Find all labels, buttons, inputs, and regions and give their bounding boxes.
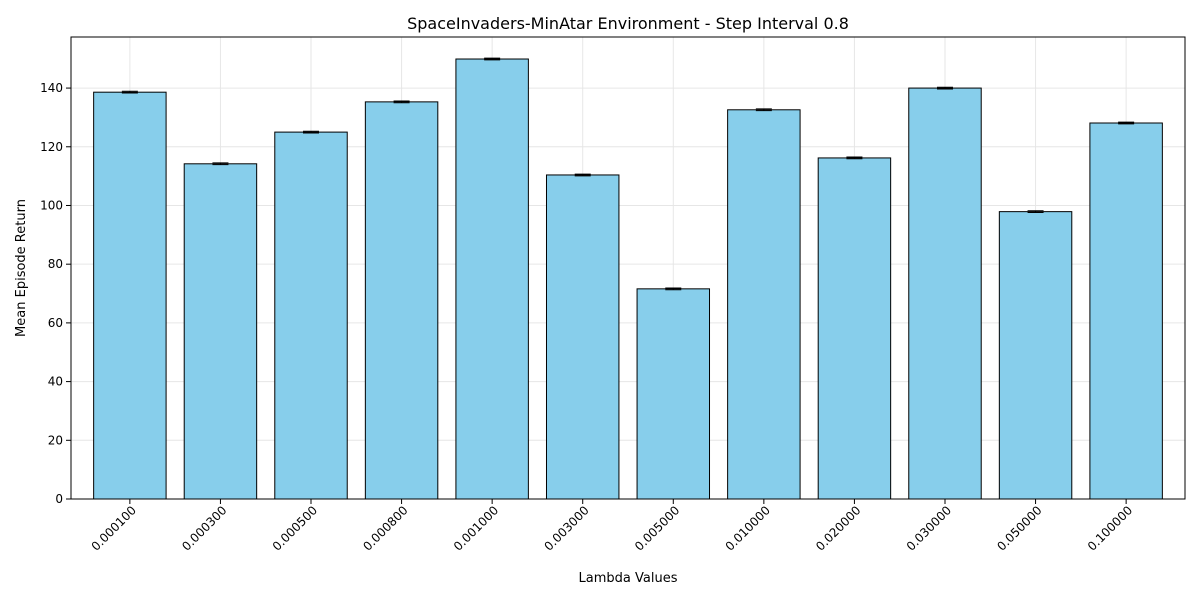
x-tick-label: 0.000800 bbox=[360, 503, 410, 553]
y-tick-label: 60 bbox=[48, 316, 63, 330]
bar bbox=[93, 91, 167, 500]
x-tick-label: 0.100000 bbox=[1085, 503, 1135, 553]
x-tick-label: 0.000100 bbox=[89, 503, 139, 553]
bar bbox=[817, 157, 892, 500]
y-tick-label: 40 bbox=[48, 375, 63, 389]
y-axis: 0 20 40 60 80 100 120 140 bbox=[40, 81, 71, 506]
bar bbox=[545, 174, 620, 500]
y-tick-label: 80 bbox=[48, 257, 63, 271]
x-tick-label: 0.005000 bbox=[632, 503, 682, 553]
x-tick-label: 0.050000 bbox=[994, 503, 1044, 553]
y-tick-label: 120 bbox=[40, 140, 63, 154]
x-tick-label: 0.010000 bbox=[723, 503, 773, 553]
y-tick-label: 140 bbox=[40, 81, 63, 95]
y-axis-label: Mean Episode Return bbox=[14, 199, 29, 337]
x-tick-label: 0.030000 bbox=[904, 503, 954, 553]
plot-frame bbox=[70, 36, 1186, 500]
bars bbox=[93, 57, 1163, 500]
y-tick-label: 100 bbox=[40, 198, 63, 212]
x-tick-label: 0.020000 bbox=[813, 503, 863, 553]
x-tick-label: 0.000300 bbox=[179, 503, 229, 553]
y-tick-label: 0 bbox=[55, 492, 63, 506]
x-tick-label: 0.001000 bbox=[451, 503, 501, 553]
x-axis-label: Lambda Values bbox=[579, 571, 678, 586]
bar bbox=[636, 288, 711, 500]
bar bbox=[183, 163, 258, 500]
bar bbox=[274, 131, 348, 500]
bar bbox=[455, 58, 529, 500]
x-tick-label: 0.000500 bbox=[270, 503, 320, 553]
bar bbox=[364, 101, 439, 500]
bar bbox=[908, 87, 982, 500]
chart-title: SpaceInvaders-MinAtar Environment - Step… bbox=[407, 14, 849, 33]
bar bbox=[727, 109, 801, 500]
bar bbox=[1089, 122, 1163, 500]
x-axis: 0.000100 0.000300 0.000500 0.000800 0.001000… bbox=[89, 499, 1135, 554]
bar bbox=[998, 211, 1073, 500]
y-tick-label: 20 bbox=[48, 433, 63, 447]
x-tick-label: 0.003000 bbox=[541, 503, 591, 553]
